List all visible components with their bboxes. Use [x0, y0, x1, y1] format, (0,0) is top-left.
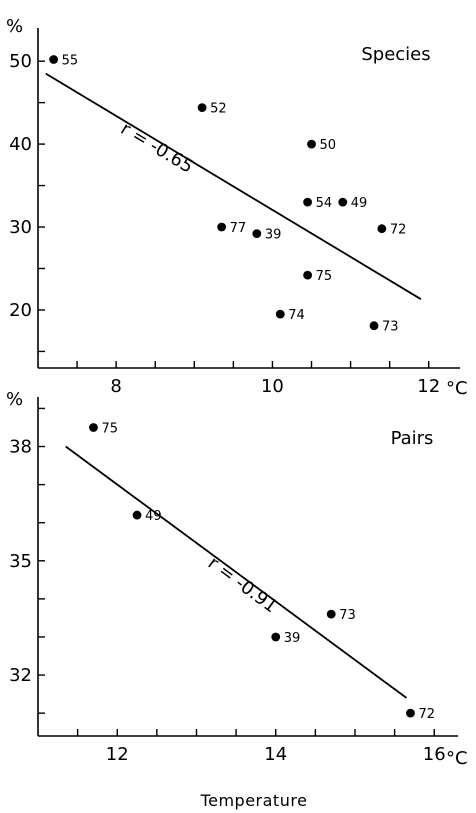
x-unit-label: °C	[446, 378, 468, 399]
data-point-label: 72	[390, 223, 407, 238]
x-tick-label: 8	[110, 376, 121, 397]
data-point-label: 73	[382, 320, 399, 335]
data-point-label: 39	[284, 631, 301, 646]
data-point-label: 72	[418, 707, 435, 722]
data-point	[377, 224, 387, 234]
data-point-label: 50	[320, 138, 337, 153]
data-point	[49, 55, 59, 64]
data-point	[197, 103, 207, 113]
x-tick-label: 14	[264, 744, 287, 765]
data-point-label: 39	[265, 228, 282, 243]
data-point	[89, 423, 98, 432]
species-panel: 20 30 40 50 8 10 12% °C Species r = -0.65 55 52 50 54…	[6, 16, 468, 399]
x-unit-label: °C	[446, 748, 468, 769]
correlation-annotation: r = -0.65	[117, 118, 197, 177]
panel-title: Species	[361, 44, 430, 65]
data-point-label: 52	[210, 102, 227, 117]
data-point-label: 55	[62, 54, 79, 69]
data-point	[275, 309, 285, 319]
data-point-label: 77	[230, 221, 247, 236]
pairs-panel: 32 35 38 12 14 16% °C Pairs r = -0.91 75 49 73 39 72 T…	[6, 389, 468, 810]
x-axis-title: Temperature	[200, 791, 308, 810]
x-tick-label: 12	[417, 376, 440, 397]
data-point	[217, 222, 227, 232]
data-point	[369, 321, 379, 331]
x-tick-label: 12	[106, 744, 129, 765]
y-tick-label: 50	[9, 51, 32, 72]
x-tick-label: 10	[261, 376, 284, 397]
data-point-label: 73	[339, 608, 356, 623]
data-point-label: 75	[316, 269, 333, 284]
y-tick-label: 20	[9, 300, 32, 321]
y-tick-label: 32	[9, 665, 32, 686]
data-point-label: 54	[316, 196, 333, 211]
y-tick-label: 40	[9, 134, 32, 155]
data-point	[252, 229, 262, 239]
correlation-annotation: r = -0.91	[204, 553, 281, 618]
data-point	[338, 197, 348, 207]
panel-title: Pairs	[391, 428, 434, 449]
data-point	[303, 270, 313, 280]
data-point-label: 74	[288, 308, 305, 323]
x-tick-label: 16	[423, 744, 446, 765]
data-point-label: 49	[351, 196, 368, 211]
data-point	[406, 708, 415, 718]
data-point	[132, 510, 142, 520]
y-tick-label: 35	[9, 551, 32, 572]
y-tick-label: 30	[9, 217, 32, 238]
data-point	[303, 197, 313, 207]
regression-line	[65, 445, 408, 699]
data-point-label: 49	[145, 509, 162, 524]
y-unit-label: %	[6, 389, 23, 410]
data-point-label: 75	[101, 421, 118, 436]
y-tick-label: 38	[9, 437, 32, 458]
data-point	[326, 609, 336, 619]
regression-line	[45, 72, 422, 300]
data-point	[271, 632, 281, 642]
data-point	[307, 139, 316, 149]
y-unit-label: %	[6, 16, 23, 37]
